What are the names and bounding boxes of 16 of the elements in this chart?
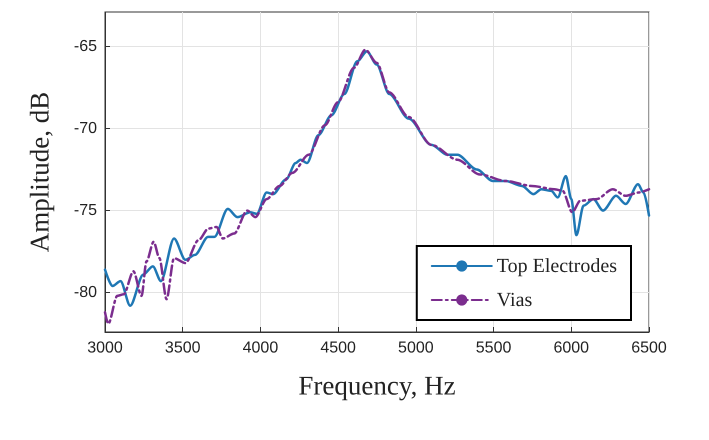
x-tick-label: 6500 <box>631 340 667 356</box>
x-tick-label: 5000 <box>398 340 434 356</box>
y-tick-label: -70 <box>74 120 98 138</box>
y-tick-label: -65 <box>74 38 98 55</box>
x-tick-label: 3500 <box>164 340 201 356</box>
y-tick-label: -75 <box>74 202 98 220</box>
x-tick-label: 3000 <box>87 340 123 356</box>
legend-label: Vias <box>496 289 532 311</box>
y-axis-title: Amplitude, dB <box>24 92 54 252</box>
x-tick-label: 6000 <box>553 340 590 356</box>
legend-label: Top Electrodes <box>496 255 618 277</box>
x-axis-title: Frequency, Hz <box>298 370 456 400</box>
x-tick-label: 4500 <box>320 340 356 356</box>
x-tick-label: 4000 <box>242 340 278 356</box>
y-tick-label: -80 <box>74 284 98 302</box>
x-tick-label: 5500 <box>476 340 512 356</box>
